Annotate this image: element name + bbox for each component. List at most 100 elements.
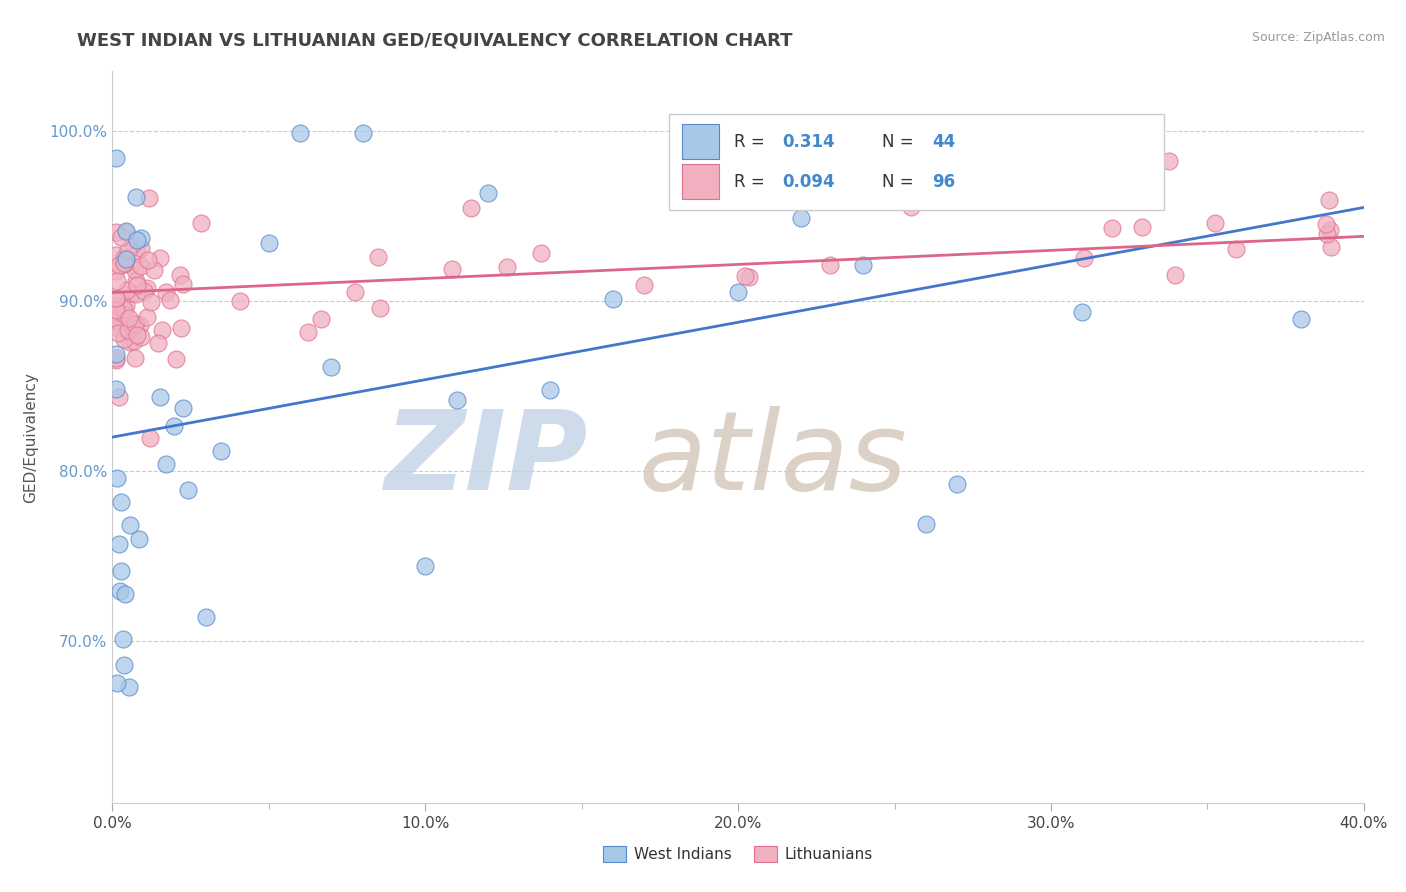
Point xyxy=(104,382,127,396)
Point xyxy=(118,517,141,532)
Point xyxy=(1164,268,1187,283)
Point xyxy=(1319,240,1341,254)
Text: 96: 96 xyxy=(932,173,955,191)
Point xyxy=(177,483,200,497)
Point xyxy=(155,458,177,472)
Point xyxy=(367,250,389,264)
Point xyxy=(104,302,127,317)
Point xyxy=(129,330,152,344)
Point xyxy=(496,260,519,275)
Point xyxy=(110,230,132,244)
Point xyxy=(155,285,177,300)
Point xyxy=(115,224,138,238)
Point xyxy=(108,583,131,598)
Point xyxy=(727,285,749,299)
Point xyxy=(114,309,136,323)
Point xyxy=(169,268,191,283)
Point xyxy=(104,311,127,326)
Point xyxy=(124,263,146,277)
Point xyxy=(107,326,129,340)
Point xyxy=(104,291,127,305)
Point xyxy=(104,347,127,361)
Point xyxy=(104,292,127,306)
Text: 44: 44 xyxy=(932,133,955,151)
Point xyxy=(104,263,127,277)
Point xyxy=(112,257,135,271)
Point xyxy=(440,262,463,277)
Point xyxy=(344,285,367,299)
Point xyxy=(127,328,149,343)
Text: R =: R = xyxy=(734,133,770,151)
Point xyxy=(112,658,135,673)
Point xyxy=(125,286,148,301)
Point xyxy=(132,284,155,298)
Point xyxy=(112,632,135,646)
Point xyxy=(159,293,181,307)
Text: N =: N = xyxy=(882,133,920,151)
Point xyxy=(108,537,131,551)
Point xyxy=(128,532,150,546)
Point xyxy=(117,323,139,337)
Text: 0.094: 0.094 xyxy=(782,173,835,191)
Legend: West Indians, Lithuanians: West Indians, Lithuanians xyxy=(598,840,879,868)
Point xyxy=(290,127,312,141)
Point xyxy=(104,303,127,318)
Point xyxy=(229,293,252,308)
Point xyxy=(121,285,143,300)
Point xyxy=(111,302,134,317)
Point xyxy=(114,587,136,601)
Point xyxy=(1073,251,1095,265)
Point xyxy=(852,258,875,272)
Point xyxy=(1291,311,1313,326)
Point xyxy=(190,216,212,230)
Point xyxy=(112,332,135,346)
Text: WEST INDIAN VS LITHUANIAN GED/EQUIVALENCY CORRELATION CHART: WEST INDIAN VS LITHUANIAN GED/EQUIVALENC… xyxy=(77,31,793,49)
Point xyxy=(129,241,152,255)
Point xyxy=(120,319,142,334)
Point xyxy=(120,258,142,272)
Point xyxy=(105,303,128,318)
Point xyxy=(170,321,193,335)
Point xyxy=(125,190,148,204)
Point xyxy=(125,275,148,289)
Point xyxy=(112,302,135,317)
Point xyxy=(1130,220,1153,235)
Point xyxy=(602,292,624,306)
Point xyxy=(107,299,129,313)
Point xyxy=(124,317,146,331)
Point xyxy=(129,259,152,273)
Point xyxy=(104,314,127,328)
Point xyxy=(110,565,132,579)
Point xyxy=(104,151,127,165)
Point xyxy=(149,391,172,405)
Point xyxy=(540,384,562,398)
Point xyxy=(1316,227,1339,241)
Point xyxy=(1315,217,1337,231)
Point xyxy=(1157,153,1180,168)
Point xyxy=(257,235,280,250)
Point xyxy=(309,312,332,326)
Point xyxy=(172,401,194,415)
Point xyxy=(143,263,166,277)
Text: atlas: atlas xyxy=(638,406,907,513)
Point xyxy=(118,334,141,349)
Point xyxy=(368,301,391,316)
Point xyxy=(125,317,148,331)
Point xyxy=(115,225,138,239)
Point xyxy=(104,225,127,239)
Point xyxy=(1071,304,1094,318)
Point xyxy=(107,321,129,335)
Point xyxy=(118,680,141,694)
Point xyxy=(104,351,127,365)
Point xyxy=(141,295,163,310)
Point xyxy=(1101,221,1123,235)
Text: N =: N = xyxy=(882,173,920,191)
Point xyxy=(149,251,172,265)
Point xyxy=(112,256,135,270)
Point xyxy=(139,431,162,445)
Point xyxy=(460,201,482,215)
FancyBboxPatch shape xyxy=(682,164,720,200)
Point xyxy=(110,495,132,509)
Point xyxy=(135,280,157,294)
Point xyxy=(108,258,131,272)
